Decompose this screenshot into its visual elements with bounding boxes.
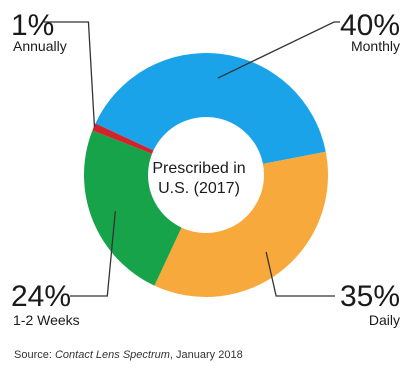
- center-label-line-1: Prescribed in: [152, 160, 245, 177]
- slice-value-annually: 1%: [11, 9, 54, 42]
- center-label-line-2: U.S. (2017): [158, 180, 240, 197]
- leader-line-1-2-weeks: [70, 211, 116, 297]
- slice-label-1-2-weeks: 1-2 Weeks: [13, 312, 80, 328]
- leader-lines: [44, 21, 340, 297]
- slice-value-1-2-weeks: 24%: [11, 280, 71, 313]
- slice-annually: [92, 123, 154, 154]
- slice-value-monthly: 40%: [340, 9, 400, 42]
- leader-line-daily: [265, 251, 335, 297]
- source-note: Source: Contact Lens Spectrum, January 2…: [14, 349, 243, 361]
- leader-line-annually: [44, 21, 96, 128]
- slice-label-monthly: Monthly: [351, 38, 400, 54]
- slice-value-daily: 35%: [340, 280, 400, 313]
- source-suffix: , January 2018: [169, 349, 243, 361]
- source-publication: Contact Lens Spectrum: [54, 349, 170, 361]
- slice-1-2-weeks: [84, 130, 182, 286]
- slice-daily: [154, 151, 328, 297]
- leader-line-monthly: [217, 21, 340, 79]
- source-prefix: Source:: [14, 349, 55, 361]
- slice-label-daily: Daily: [369, 312, 400, 328]
- slice-label-annually: Annually: [13, 38, 67, 54]
- donut-slices: [84, 52, 328, 297]
- slice-monthly: [95, 52, 326, 164]
